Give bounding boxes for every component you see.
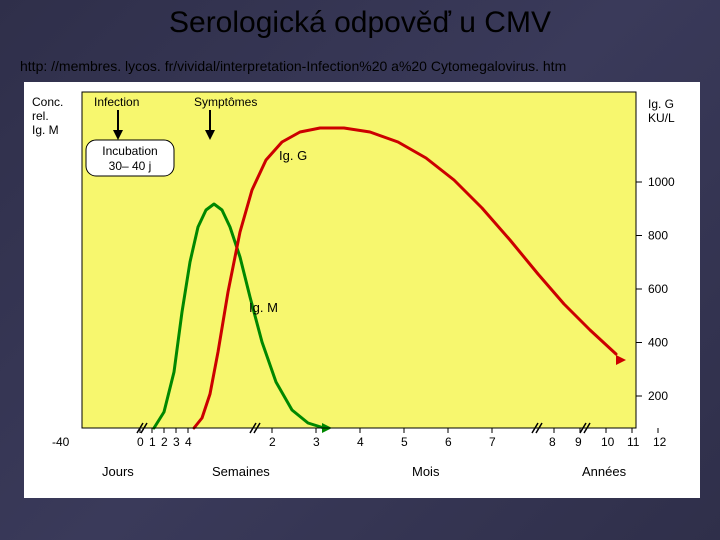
source-url: http: //membres. lycos. fr/vividal/inter… <box>20 58 566 74</box>
xtick-jours: 2 <box>161 435 168 449</box>
xtick-mois: 11 <box>627 435 640 449</box>
xtick-semaines: 5 <box>401 435 408 449</box>
xsection-mois: Mois <box>412 464 440 479</box>
page-title: Serologická odpověď u CMV <box>0 6 720 40</box>
ytick-label: 800 <box>648 229 668 243</box>
cmv-serology-chart: Conc.rel.Ig. MIg. GKU/L2004006008001000I… <box>24 82 700 498</box>
y-right-label: Ig. G <box>648 97 674 111</box>
incubation-line1: Incubation <box>102 144 157 158</box>
igg-label: Ig. G <box>279 148 307 163</box>
y-left-label: Ig. M <box>32 123 59 137</box>
xtick-jours: 1 <box>149 435 156 449</box>
ytick-label: 400 <box>648 336 668 350</box>
xtick-jours: 4 <box>185 435 192 449</box>
infection-label: Infection <box>94 95 139 109</box>
xtick-jours: 3 <box>173 435 180 449</box>
y-left-label: rel. <box>32 109 49 123</box>
xtick-mois: 12 <box>653 435 667 449</box>
igm-label: Ig. M <box>249 300 278 315</box>
xtick-jours: -40 <box>52 435 70 449</box>
y-right-label: KU/L <box>648 111 675 125</box>
xsection-jours: Jours <box>102 464 134 479</box>
xtick-semaines: 2 <box>269 435 276 449</box>
incubation-line2: 30– 40 j <box>109 159 152 173</box>
symptoms-label: Symptômes <box>194 95 257 109</box>
xtick-mois: 9 <box>575 435 582 449</box>
xtick-semaines: 6 <box>445 435 452 449</box>
xtick-mois: 10 <box>601 435 615 449</box>
ytick-label: 200 <box>648 389 668 403</box>
chart-container: Conc.rel.Ig. MIg. GKU/L2004006008001000I… <box>24 82 700 498</box>
xtick-mois: 8 <box>549 435 556 449</box>
xtick-jours: 0 <box>137 435 144 449</box>
xtick-semaines: 7 <box>489 435 496 449</box>
ytick-label: 600 <box>648 282 668 296</box>
y-left-label: Conc. <box>32 95 63 109</box>
xsection-semaines: Semaines <box>212 464 270 479</box>
ytick-label: 1000 <box>648 175 675 189</box>
xtick-semaines: 3 <box>313 435 320 449</box>
xtick-semaines: 4 <box>357 435 364 449</box>
xsection-annees: Années <box>582 464 627 479</box>
